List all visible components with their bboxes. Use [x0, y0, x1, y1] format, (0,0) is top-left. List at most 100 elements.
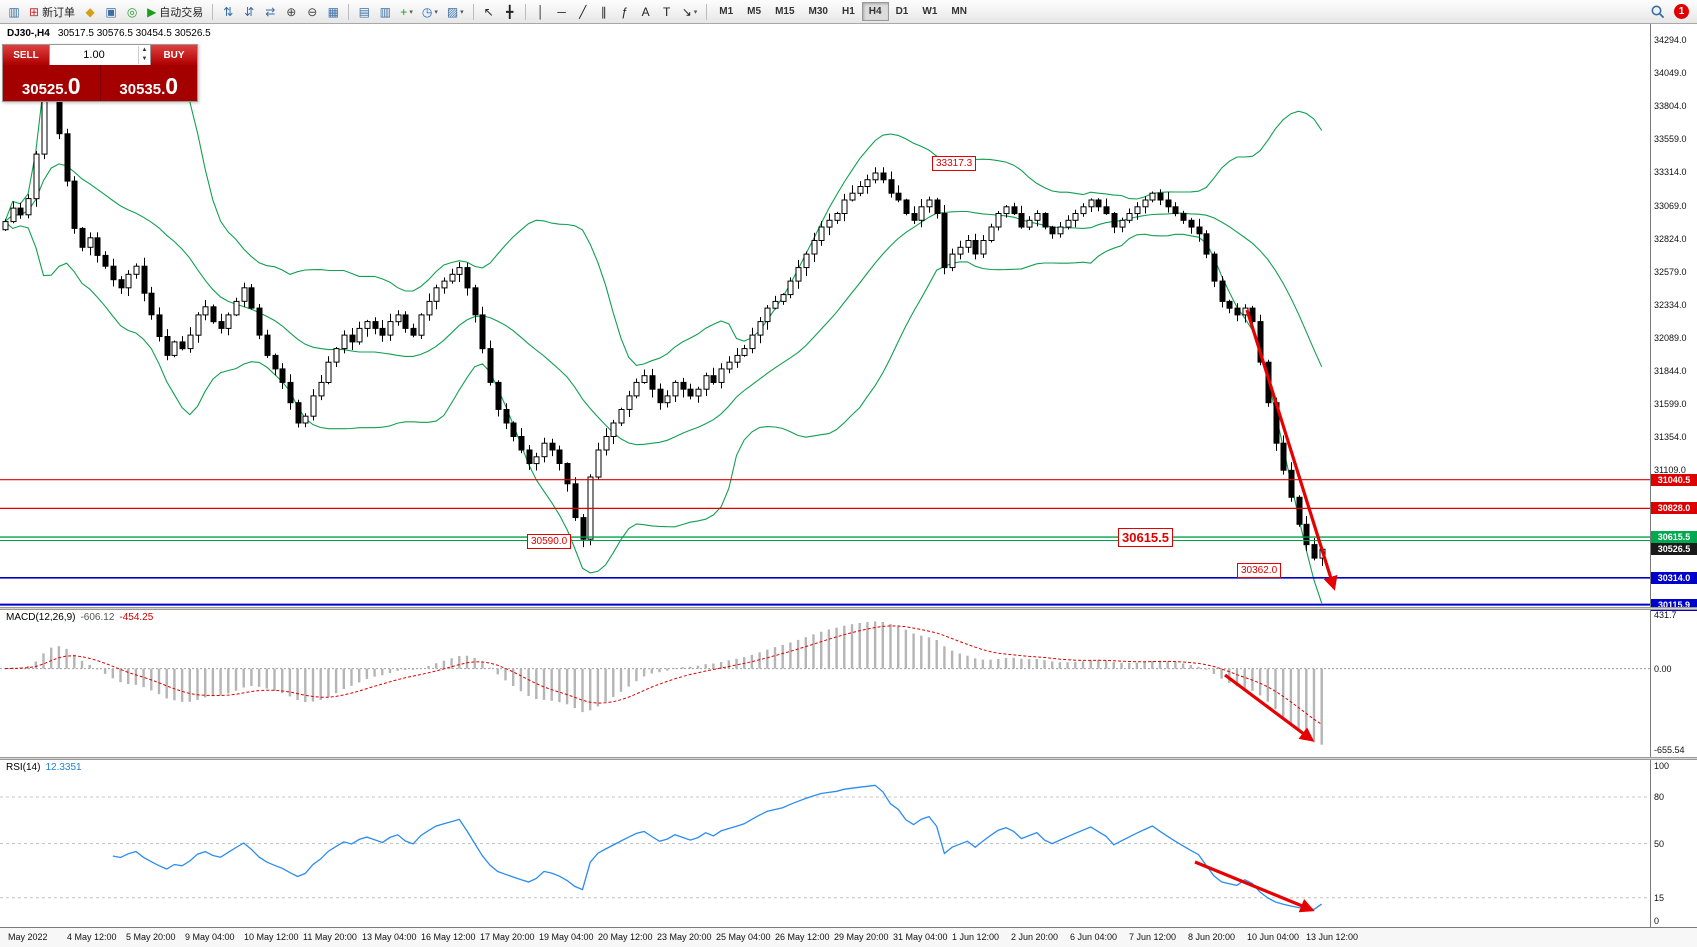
chart-canvas[interactable] [0, 24, 1650, 927]
templates-button[interactable]: ▨ ▾ [443, 2, 468, 22]
label-tool[interactable]: T [657, 2, 677, 22]
accounts-icon-glyph: ▣ [105, 4, 117, 19]
dropdown-arrow-icon[interactable]: ▾ [434, 8, 438, 16]
sell-price-button[interactable]: 30525. 0 [3, 65, 101, 101]
time-label: 26 May 12:00 [775, 932, 830, 942]
rsi-axis-label: 50 [1654, 839, 1665, 849]
buy-button[interactable]: BUY [151, 45, 197, 65]
panel-separator[interactable] [0, 757, 1697, 760]
new-order-button-label: 新订单 [42, 6, 76, 19]
price-axis[interactable]: 34294.0 34049.0 33804.0 33559.0 33314.0 33069… [1650, 24, 1697, 927]
notification-badge[interactable]: 1 [1674, 4, 1689, 19]
trend-arrow-macd[interactable] [1224, 673, 1315, 742]
timeframe-buttons: M1 M5 M15 M30 H1 H4 D1 W1 MN [712, 2, 974, 21]
periods-button[interactable]: ◷ ▾ [418, 2, 442, 22]
text-tool[interactable]: A [636, 2, 656, 22]
toolbar-separator [706, 3, 708, 20]
price-axis-label: 31599.0 [1654, 399, 1687, 409]
candlestick-chart-icon[interactable]: ⇵ [239, 2, 259, 22]
price-tag: 30314.0 [1651, 572, 1697, 584]
tile-windows-icon[interactable]: ▦ [323, 2, 343, 22]
new-chart-icon[interactable]: ▥ [4, 2, 24, 22]
horizontal-line-tool[interactable]: ─ [552, 2, 572, 22]
indicators-button[interactable]: + ▾ [396, 2, 417, 22]
price-tag: 30615.5 [1651, 531, 1697, 543]
price-axis-label: 33559.0 [1654, 134, 1687, 144]
time-label: 29 May 20:00 [834, 932, 889, 942]
crosshair-tool[interactable]: ╋ [500, 2, 520, 22]
rsi-axis-label: 80 [1654, 792, 1665, 802]
time-axis[interactable]: May 2022 4 May 12:00 5 May 20:00 9 May 04:0… [0, 927, 1697, 947]
zoom-in-icon-glyph: ⊕ [286, 4, 297, 19]
vertical-line-tool[interactable]: │ [531, 2, 551, 22]
volume-increase-icon[interactable]: ▲ [141, 47, 148, 53]
price-tag: 30828.0 [1651, 502, 1697, 514]
dropdown-arrow-icon[interactable]: ▾ [460, 8, 464, 16]
quotes-icon[interactable]: ◆ [80, 2, 100, 22]
sell-button[interactable]: SELL [3, 45, 49, 65]
timeframe-w1[interactable]: W1 [922, 6, 938, 17]
dropdown-arrow-icon[interactable]: ▾ [693, 8, 698, 16]
macd-panel [0, 621, 1650, 745]
autotrading-button[interactable]: ▶ 自动交易 [143, 2, 207, 22]
volume-input[interactable]: 1.00 ▲ ▼ [49, 45, 151, 65]
toolbar-separator [212, 3, 214, 20]
zoom-in-icon[interactable]: ⊕ [281, 2, 301, 22]
search-icon[interactable] [1647, 2, 1669, 22]
time-label: 2 Jun 20:00 [1011, 932, 1059, 942]
accounts-icon[interactable]: ▣ [101, 2, 121, 22]
timeframe-h1[interactable]: H1 [841, 6, 855, 17]
autotrading-button-glyph: ▶ [147, 4, 157, 19]
bar-chart-icon-glyph: ⇅ [223, 4, 234, 19]
trend-arrow-main[interactable] [1245, 309, 1338, 591]
price-axis-label: 33314.0 [1654, 167, 1687, 177]
price-callout[interactable]: 30615.5 [1118, 528, 1173, 547]
panel-separator[interactable] [0, 607, 1697, 610]
rsi-axis-label: 0 [1654, 916, 1660, 926]
fibonacci-tool[interactable]: ƒ [615, 2, 635, 22]
trendline-tool[interactable]: ╱ [573, 2, 593, 22]
navigator-icon[interactable]: ◎ [122, 2, 142, 22]
fibonacci-tool-glyph: ƒ [621, 4, 629, 19]
time-label: 23 May 20:00 [657, 932, 712, 942]
time-label: 13 May 04:00 [362, 932, 417, 942]
timeframe-m30[interactable]: M30 [808, 6, 828, 17]
chart-shift-icon[interactable]: ▥ [375, 2, 395, 22]
timeframe-mn[interactable]: MN [951, 6, 967, 17]
price-callout[interactable]: 33317.3 [932, 156, 977, 171]
macd-signal-value: -454.25 [119, 612, 154, 623]
time-label: 4 May 12:00 [67, 932, 117, 942]
price-callout[interactable]: 30362.0 [1237, 563, 1282, 578]
indicators-button-glyph: + [400, 4, 408, 19]
trend-arrows [1194, 309, 1338, 913]
new-order-button[interactable]: ⊞ 新订单 [25, 2, 79, 22]
zoom-out-icon[interactable]: ⊖ [302, 2, 322, 22]
rsi-name: RSI(14) [6, 762, 41, 773]
price-axis-label: 31844.0 [1654, 366, 1687, 376]
timeframe-d1[interactable]: D1 [895, 6, 909, 17]
time-label: 20 May 12:00 [598, 932, 653, 942]
bar-chart-icon[interactable]: ⇅ [218, 2, 238, 22]
time-label: 9 May 04:00 [185, 932, 235, 942]
auto-scroll-icon[interactable]: ▤ [354, 2, 374, 22]
timeframe-m15[interactable]: M15 [775, 6, 795, 17]
arrows-tool-glyph: ↘ [681, 4, 692, 19]
trend-arrow-rsi[interactable] [1194, 860, 1315, 913]
arrows-tool[interactable]: ↘ ▾ [678, 2, 702, 22]
dropdown-arrow-icon[interactable]: ▾ [409, 8, 413, 16]
price-callout[interactable]: 30590.0 [527, 534, 572, 549]
price-tag: 30526.5 [1651, 543, 1697, 555]
volume-decrease-icon[interactable]: ▼ [141, 56, 148, 62]
timeframe-m5[interactable]: M5 [747, 6, 762, 17]
volume-value[interactable]: 1.00 [83, 49, 105, 61]
timeframe-m1[interactable]: M1 [719, 6, 734, 17]
cursor-tool[interactable]: ↖ [479, 2, 499, 22]
time-label: May 2022 [8, 932, 48, 942]
timeframe-h4[interactable]: H4 [861, 2, 889, 21]
channel-tool[interactable]: ∥ [594, 2, 614, 22]
time-label: 13 Jun 12:00 [1306, 932, 1359, 942]
text-tool-glyph: A [641, 4, 650, 19]
buy-price-button[interactable]: 30535. 0 [119, 73, 179, 100]
line-chart-icon[interactable]: ⇄ [260, 2, 280, 22]
